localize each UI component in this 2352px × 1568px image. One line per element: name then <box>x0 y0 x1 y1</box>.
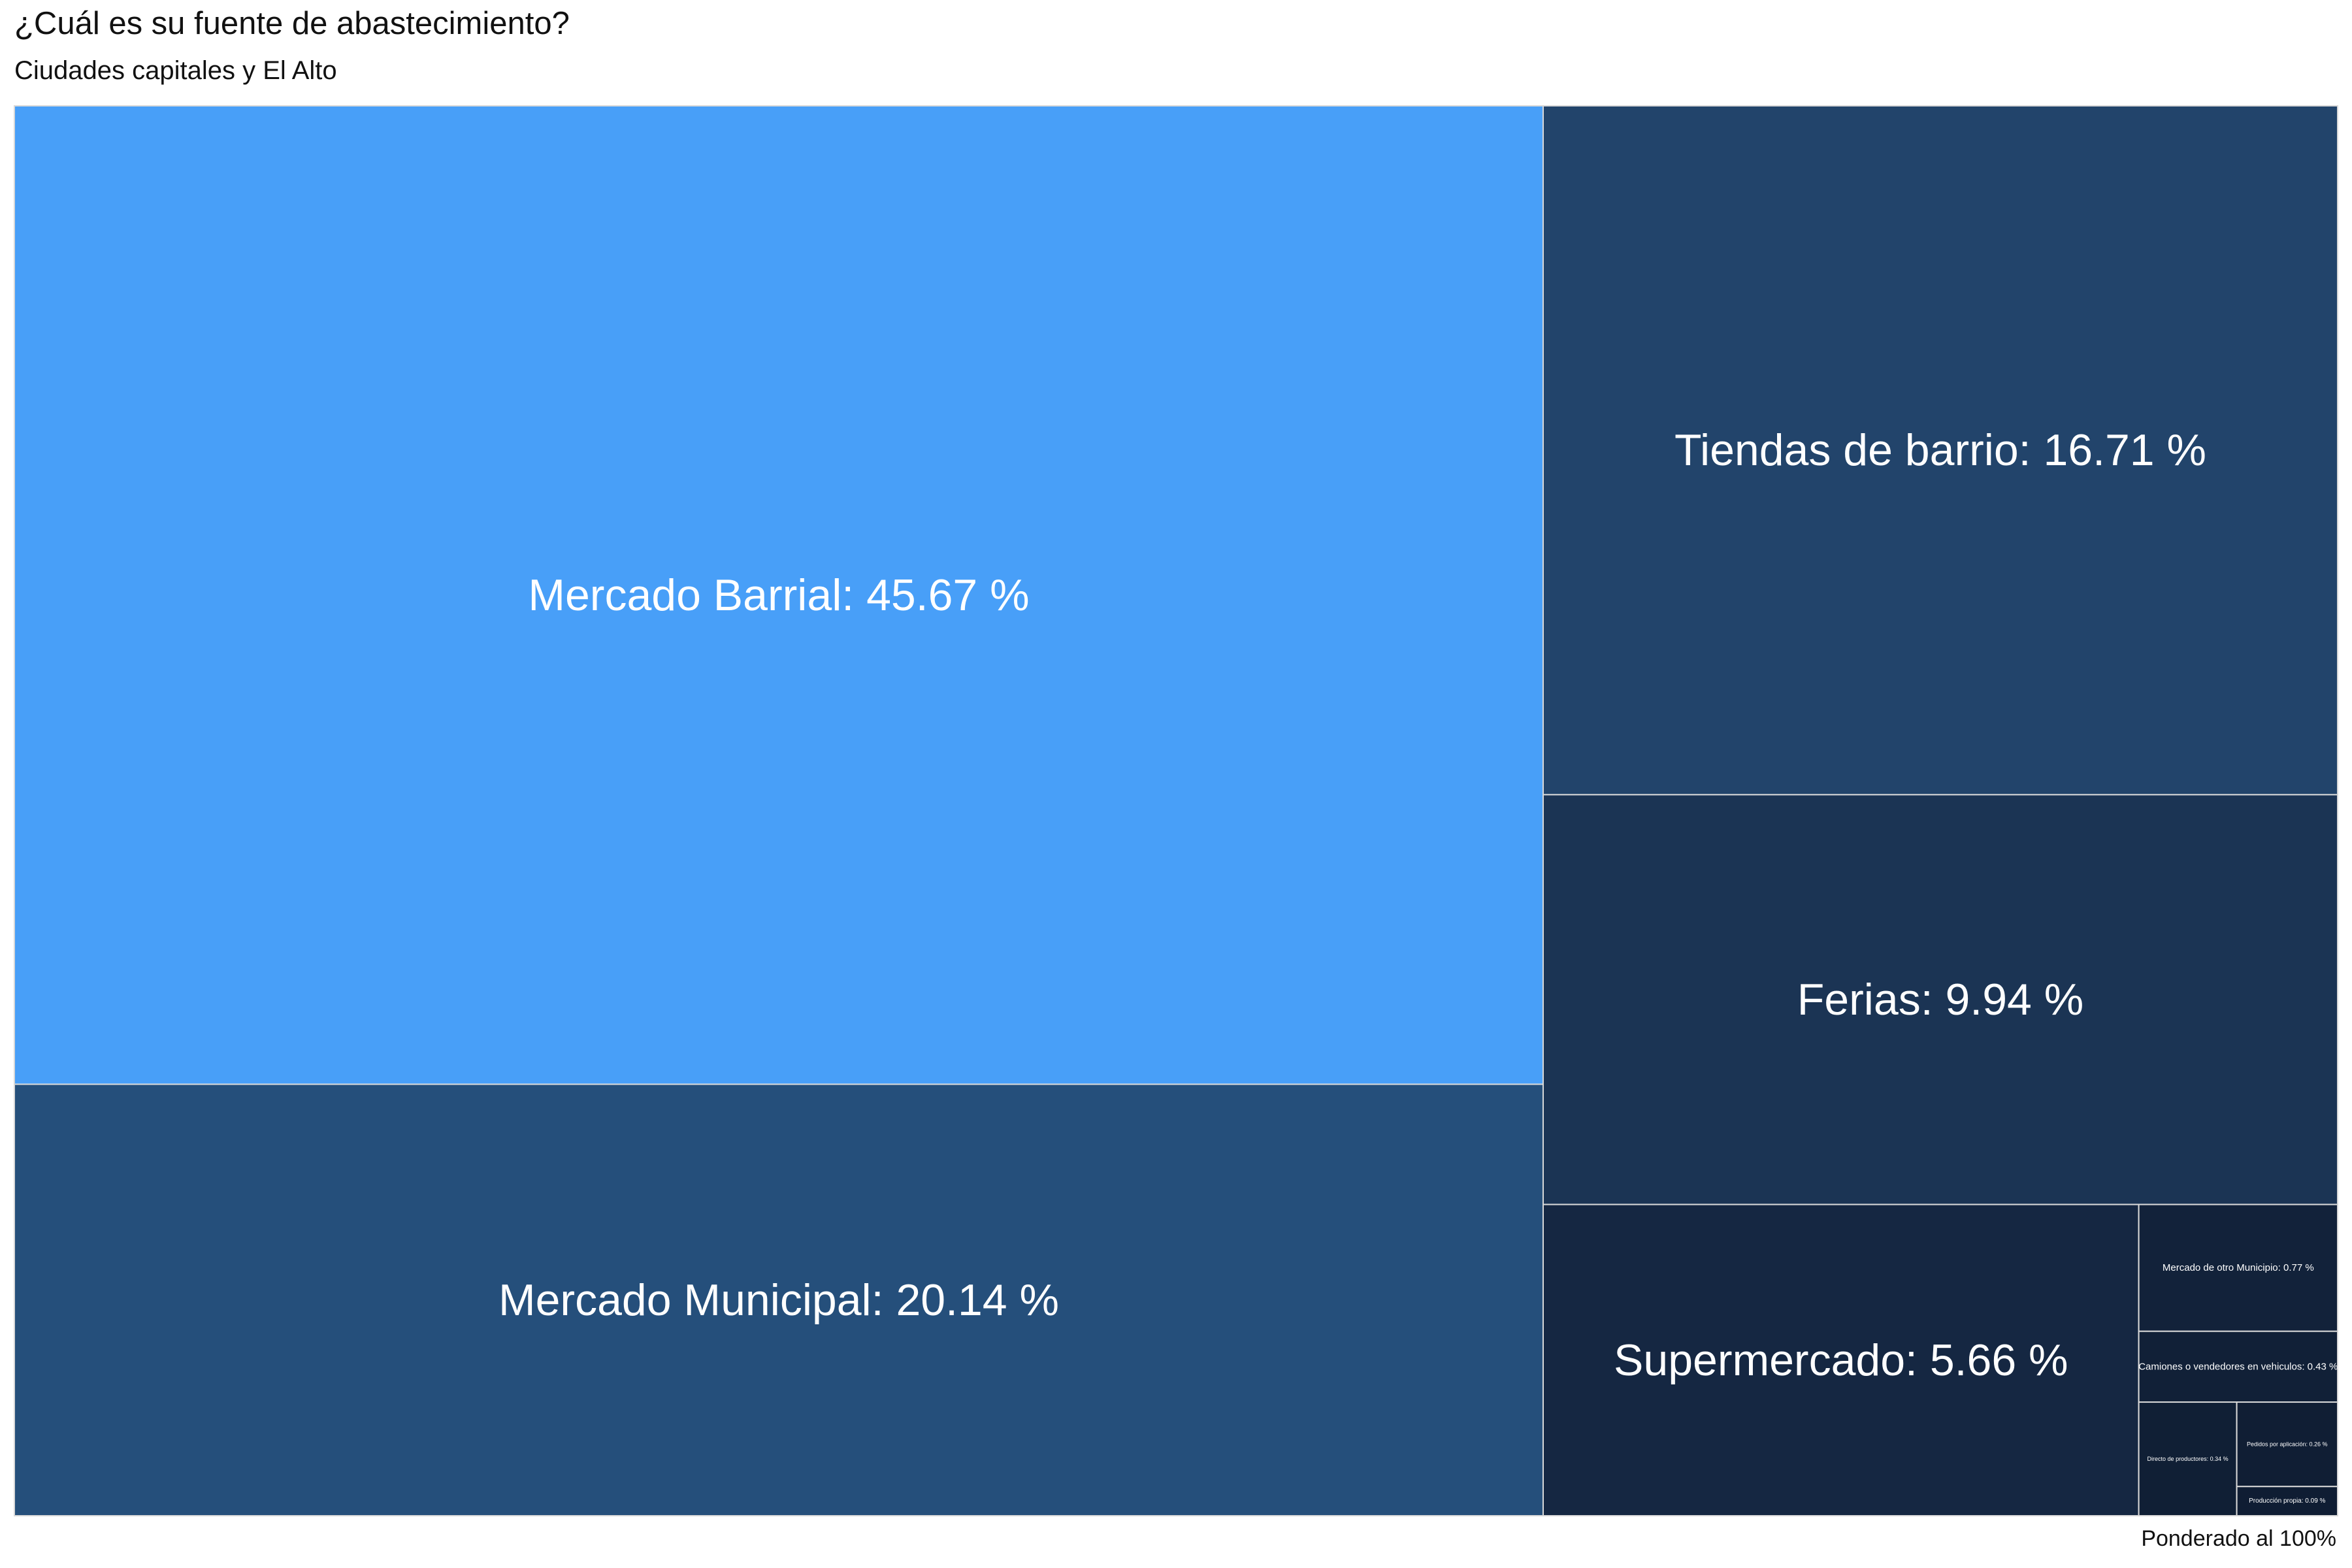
treemap-label-mercado-municipal: Mercado Municipal: 20.14 % <box>498 1275 1059 1325</box>
treemap-rect-mercado-municipal <box>14 1083 1544 1516</box>
treemap-label-tiendas-de-barrio: Tiendas de barrio: 16.71 % <box>1674 425 2206 475</box>
treemap-label-produccion-propia: Producción propia: 0.09 % <box>2249 1497 2325 1505</box>
treemap-rect-camiones-o-vendedores-en-vehiculos <box>2138 1330 2339 1403</box>
treemap-tile-directo-de-productores: Directo de productores: 0.34 % <box>2138 1401 2238 1516</box>
treemap-rect-ferias <box>1542 794 2338 1205</box>
treemap-label-mercado-barrial: Mercado Barrial: 45.67 % <box>528 570 1029 620</box>
chart-title: ¿Cuál es su fuente de abastecimiento? <box>14 6 570 41</box>
chart-caption: Ponderado al 100% <box>2141 1526 2336 1551</box>
treemap-tile-tiendas-de-barrio: Tiendas de barrio: 16.71 % <box>1542 105 2338 796</box>
treemap-label-directo-de-productores: Directo de productores: 0.34 % <box>2148 1456 2229 1462</box>
treemap-label-camiones-o-vendedores-en-vehiculos: Camiones o vendedores en vehiculos: 0.43… <box>2138 1361 2338 1372</box>
treemap-label-pedidos-por-aplicacion: Pedidos por aplicación: 0.26 % <box>2247 1441 2328 1448</box>
treemap-rect-supermercado <box>1542 1203 2140 1516</box>
treemap-tile-mercado-municipal: Mercado Municipal: 20.14 % <box>14 1083 1544 1516</box>
treemap-rect-mercado-de-otro-municipio <box>2138 1203 2339 1332</box>
treemap-rect-mercado-barrial <box>14 105 1544 1085</box>
treemap-tile-mercado-de-otro-municipio: Mercado de otro Municipio: 0.77 % <box>2138 1203 2339 1332</box>
treemap-rect-produccion-propia <box>2236 1486 2339 1516</box>
treemap-rect-tiendas-de-barrio <box>1542 105 2338 796</box>
treemap-tile-mercado-barrial: Mercado Barrial: 45.67 % <box>14 105 1544 1085</box>
treemap-label-supermercado: Supermercado: 5.66 % <box>1614 1335 2068 1385</box>
treemap-label-mercado-de-otro-municipio: Mercado de otro Municipio: 0.77 % <box>2163 1262 2314 1273</box>
treemap-tile-supermercado: Supermercado: 5.66 % <box>1542 1203 2140 1516</box>
treemap-tile-produccion-propia: Producción propia: 0.09 % <box>2236 1486 2339 1516</box>
treemap-tile-pedidos-por-aplicacion: Pedidos por aplicación: 0.26 % <box>2236 1401 2339 1488</box>
chart-subtitle: Ciudades capitales y El Alto <box>14 56 337 85</box>
treemap-label-ferias: Ferias: 9.94 % <box>1797 975 2083 1024</box>
treemap-rect-directo-de-productores <box>2138 1401 2238 1516</box>
treemap-tile-ferias: Ferias: 9.94 % <box>1542 794 2338 1205</box>
treemap-tile-camiones-o-vendedores-en-vehiculos: Camiones o vendedores en vehiculos: 0.43… <box>2138 1330 2339 1403</box>
